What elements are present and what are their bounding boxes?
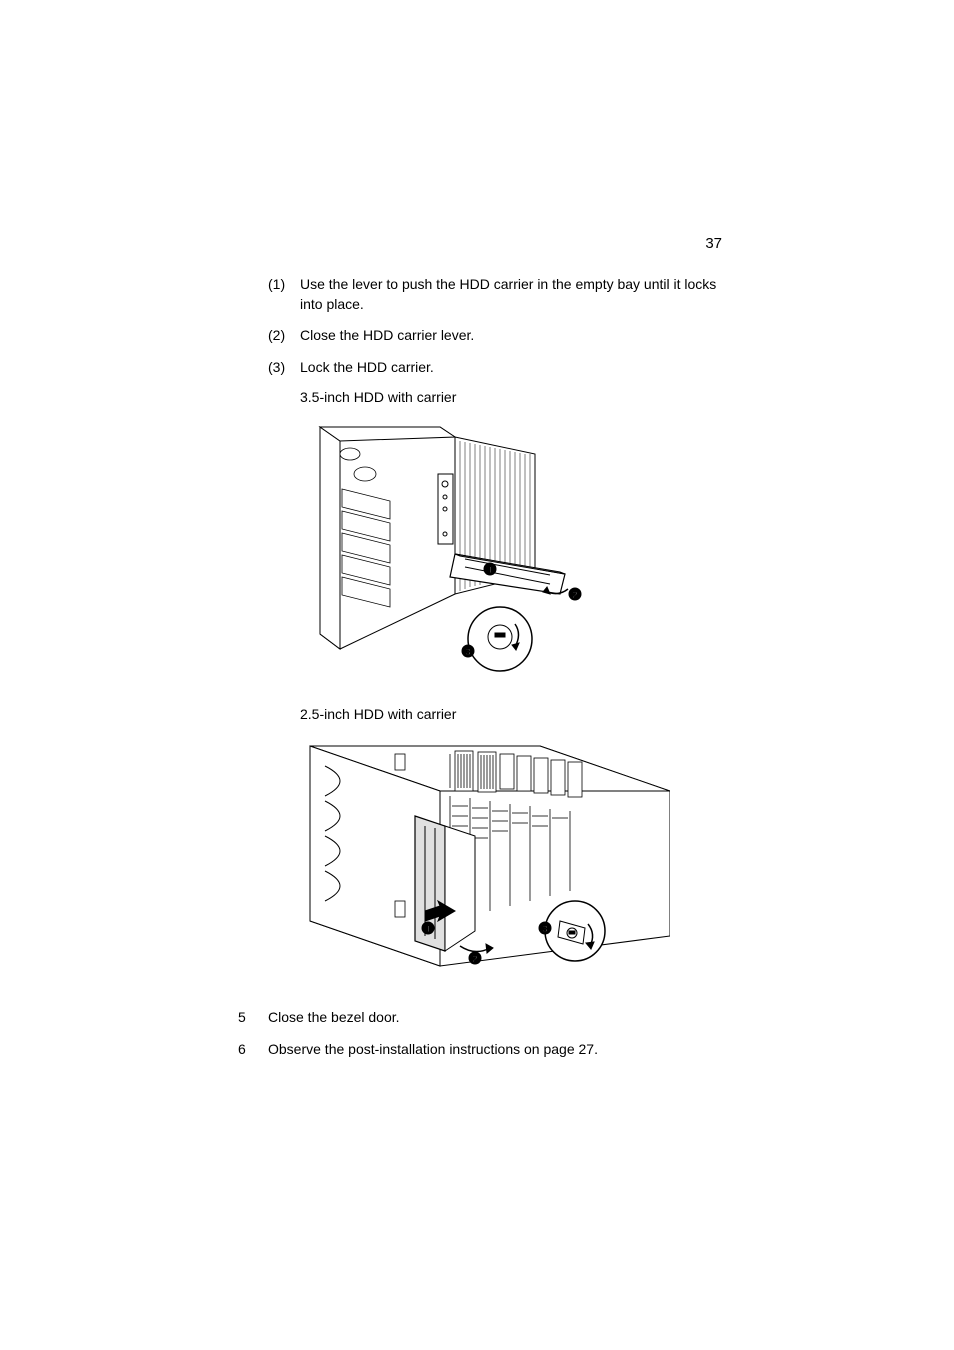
figure-3.5-inch-hdd: 1 2 3 — [300, 419, 738, 674]
svg-text:3: 3 — [542, 924, 547, 934]
svg-text:2: 2 — [572, 590, 577, 600]
main-step-text: Close the bezel door. — [268, 1008, 738, 1028]
substep-2: (2) Close the HDD carrier lever. — [268, 326, 738, 346]
substep-num: (3) — [268, 358, 300, 378]
page-number: 37 — [705, 235, 722, 252]
substep-text: Close the HDD carrier lever. — [300, 326, 738, 346]
svg-text:2: 2 — [472, 954, 477, 964]
svg-text:1: 1 — [487, 565, 492, 575]
figure1-caption: 3.5-inch HDD with carrier — [300, 389, 738, 405]
main-step-text: Observe the post-installation instructio… — [268, 1040, 738, 1060]
main-step-num: 5 — [238, 1008, 268, 1028]
substep-num: (1) — [268, 275, 300, 314]
main-step-6: 6 Observe the post-installation instruct… — [238, 1040, 738, 1060]
substep-text: Lock the HDD carrier. — [300, 358, 738, 378]
substep-3: (3) Lock the HDD carrier. — [268, 358, 738, 378]
substep-1: (1) Use the lever to push the HDD carrie… — [268, 275, 738, 314]
svg-text:3: 3 — [465, 647, 470, 657]
main-content: (1) Use the lever to push the HDD carrie… — [268, 275, 738, 1072]
main-step-5: 5 Close the bezel door. — [238, 1008, 738, 1028]
main-step-num: 6 — [238, 1040, 268, 1060]
substep-num: (2) — [268, 326, 300, 346]
figure-2.5-inch-hdd: 1 2 3 — [300, 736, 738, 976]
substep-text: Use the lever to push the HDD carrier in… — [300, 275, 738, 314]
svg-text:1: 1 — [425, 924, 430, 934]
figure2-caption: 2.5-inch HDD with carrier — [300, 706, 738, 722]
